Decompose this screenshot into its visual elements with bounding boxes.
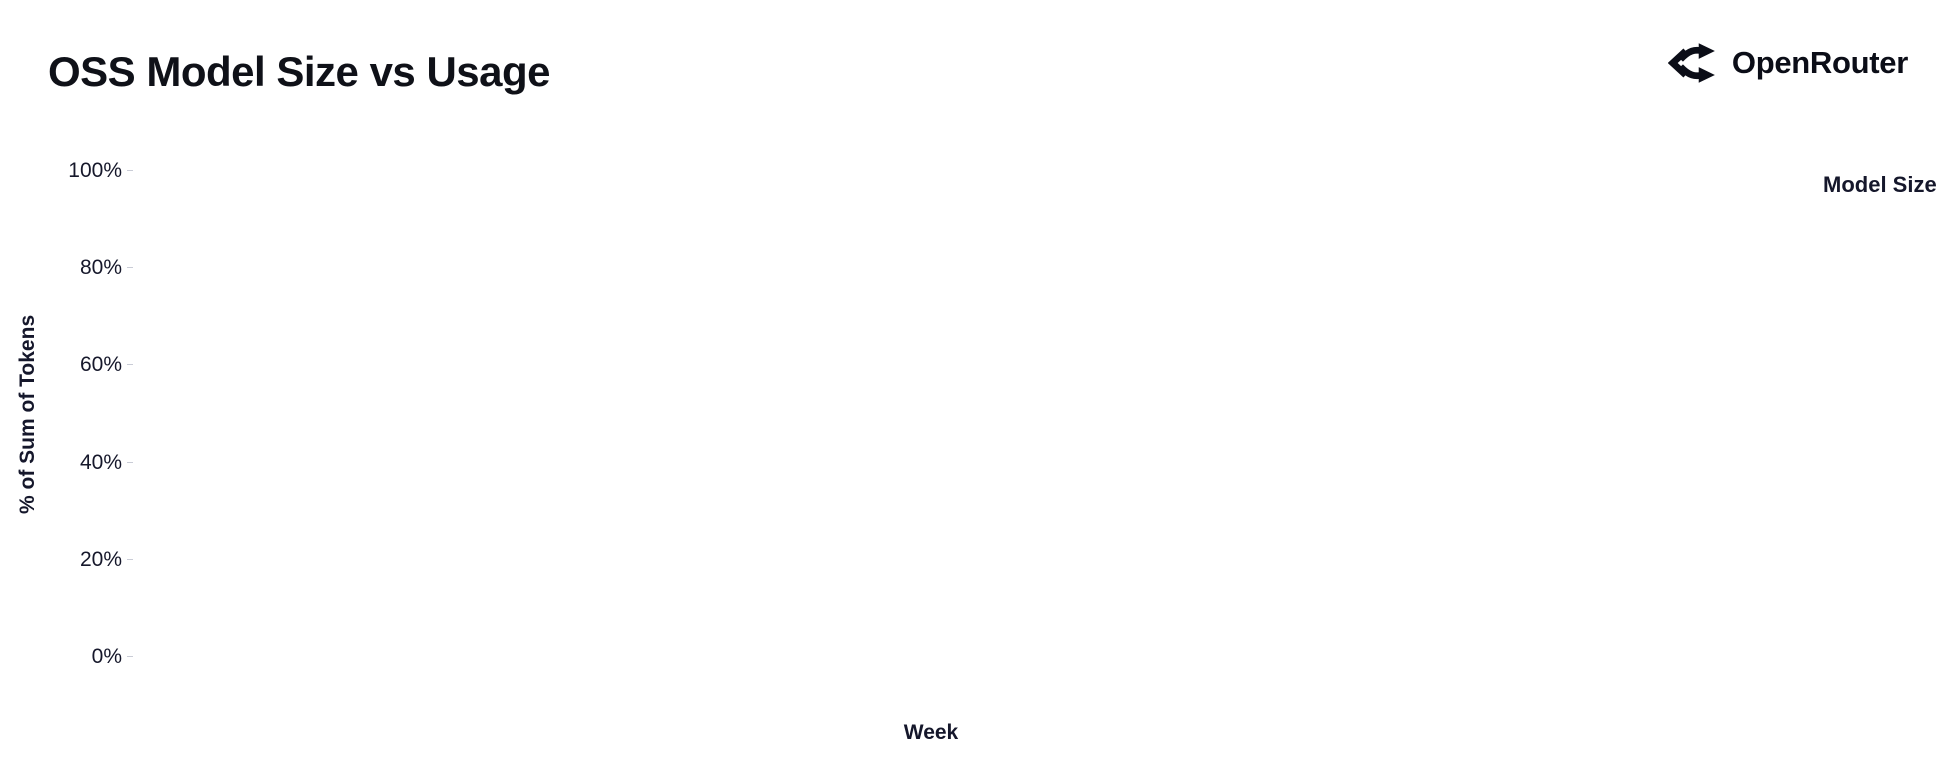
x-axis-labels bbox=[133, 668, 1729, 692]
y-axis-tick-label: 20% bbox=[79, 547, 122, 571]
y-axis-tick-mark bbox=[127, 170, 133, 171]
y-axis-tick-mark bbox=[127, 558, 133, 560]
legend-title: Model Size bbox=[1823, 172, 1937, 197]
plot-area bbox=[133, 171, 1729, 657]
y-axis-tick-mark bbox=[127, 364, 133, 366]
x-axis-minor-ticks bbox=[133, 658, 1729, 665]
openrouter-icon bbox=[1667, 40, 1718, 86]
page-title: OSS Model Size vs Usage bbox=[48, 48, 551, 95]
y-axis-tick-mark bbox=[127, 656, 133, 657]
y-axis-tick-mark bbox=[127, 461, 133, 463]
y-axis-tick-label: 40% bbox=[79, 450, 122, 474]
y-axis-tick-label: 0% bbox=[91, 645, 122, 668]
brand: OpenRouter bbox=[1667, 40, 1908, 86]
y-axis-tick-mark bbox=[127, 267, 133, 269]
y-axis-labels: 0% 20% 40% 60% 80% 100% bbox=[0, 159, 122, 668]
y-axis-tick-marks bbox=[127, 170, 133, 657]
x-axis-title: Week bbox=[903, 721, 959, 744]
y-axis-tick-label: 100% bbox=[68, 159, 122, 182]
bar-series-container bbox=[133, 171, 1729, 657]
brand-name: OpenRouter bbox=[1731, 45, 1908, 80]
legend: Model Size bbox=[1823, 172, 1937, 214]
y-axis-tick-label: 80% bbox=[79, 256, 122, 280]
y-axis-tick-label: 60% bbox=[79, 353, 122, 377]
